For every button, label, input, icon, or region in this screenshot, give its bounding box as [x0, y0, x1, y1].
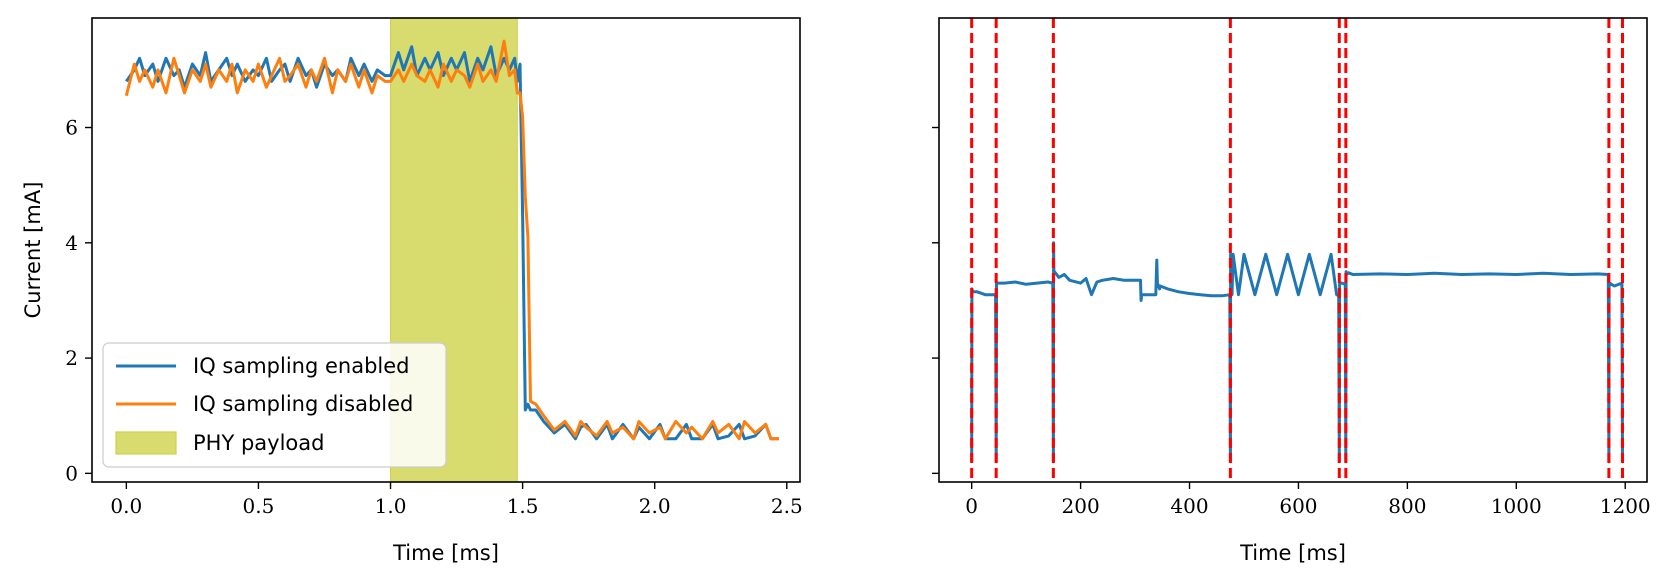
left-x-tick-label: 0.5 — [243, 494, 275, 518]
right-plot-frame — [938, 17, 1648, 483]
legend-box — [102, 342, 447, 468]
right-x-tick-label: 400 — [1170, 494, 1208, 518]
right-x-tick-label: 800 — [1388, 494, 1426, 518]
left-x-tick-label: 0.0 — [110, 494, 142, 518]
right-chart: 0 200 400 600 800 1000 1200 Time [ms] — [932, 17, 1651, 565]
right-x-tick-label: 600 — [1279, 494, 1317, 518]
left-plot-frame — [91, 17, 801, 483]
right-x-tick-label: 1200 — [1600, 494, 1651, 518]
right-x-tick-label: 1000 — [1491, 494, 1542, 518]
left-x-axis-label: Time [ms] — [392, 541, 499, 565]
left-x-tick-label: 1.0 — [375, 494, 407, 518]
left-y-tick-label: 0 — [65, 461, 78, 485]
left-y-tick-label: 4 — [65, 231, 78, 255]
right-x-tick-label: 200 — [1062, 494, 1100, 518]
left-x-tick-label: 2.0 — [639, 494, 671, 518]
legend-swatch-phy-payload — [115, 431, 177, 455]
legend: IQ sampling enabled IQ sampling disabled… — [102, 342, 447, 468]
legend-label-iq-enabled: IQ sampling enabled — [193, 354, 410, 378]
left-y-tick-label: 6 — [65, 116, 78, 140]
left-chart: 0.0 0.5 1.0 1.5 2.0 2.5 0 2 4 6 Time [ms] Curren… — [21, 17, 803, 565]
right-x-axis-label: Time [ms] — [1239, 541, 1346, 565]
left-y-axis-label: Current [mA] — [21, 182, 45, 319]
left-y-tick-label: 2 — [65, 346, 78, 370]
legend-label-iq-disabled: IQ sampling disabled — [193, 392, 413, 416]
legend-label-phy-payload: PHY payload — [193, 431, 324, 455]
left-x-tick-label: 1.5 — [507, 494, 539, 518]
right-series-line-0 — [970, 241, 1624, 464]
left-x-tick-label: 2.5 — [771, 494, 803, 518]
right-x-tick-label: 0 — [965, 494, 978, 518]
left-series-line-iq-sampling-disabled — [124, 39, 779, 441]
